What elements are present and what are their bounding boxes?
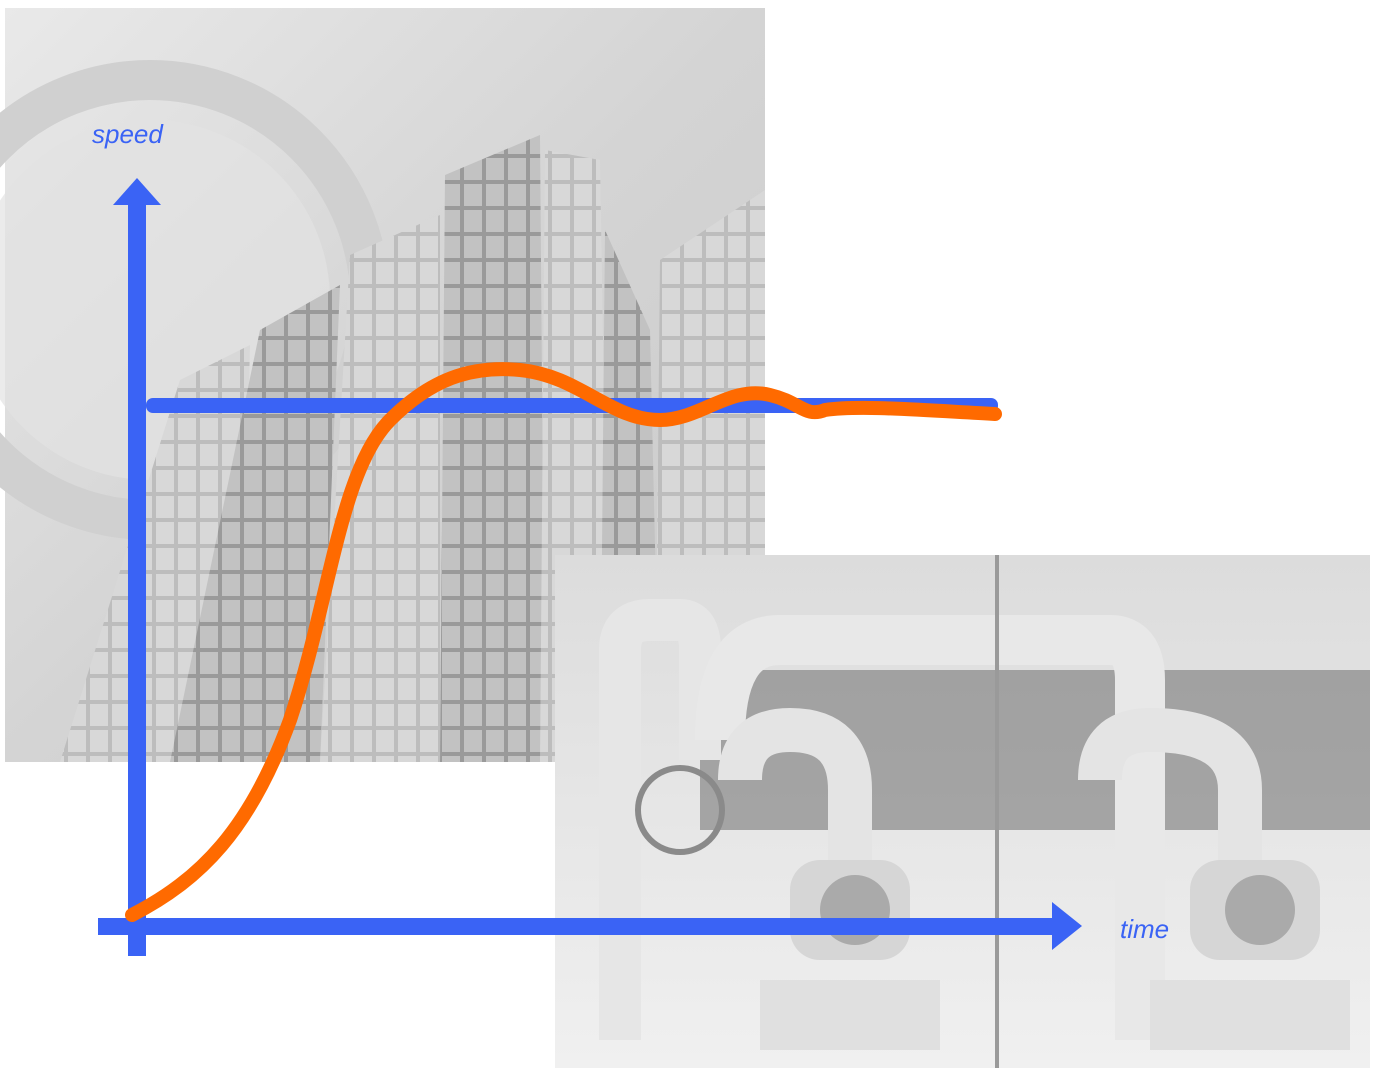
- y-axis: [128, 200, 146, 956]
- y-axis-arrow: [113, 178, 161, 205]
- x-axis: [98, 918, 1058, 935]
- x-axis-arrow: [1052, 902, 1082, 950]
- y-axis-label: speed: [92, 119, 164, 149]
- building-photo: [0, 8, 765, 762]
- response-curve: [125, 362, 1002, 922]
- pump-photo: [555, 555, 1370, 1068]
- axes: [98, 178, 1082, 956]
- x-axis-label: time: [1120, 914, 1169, 944]
